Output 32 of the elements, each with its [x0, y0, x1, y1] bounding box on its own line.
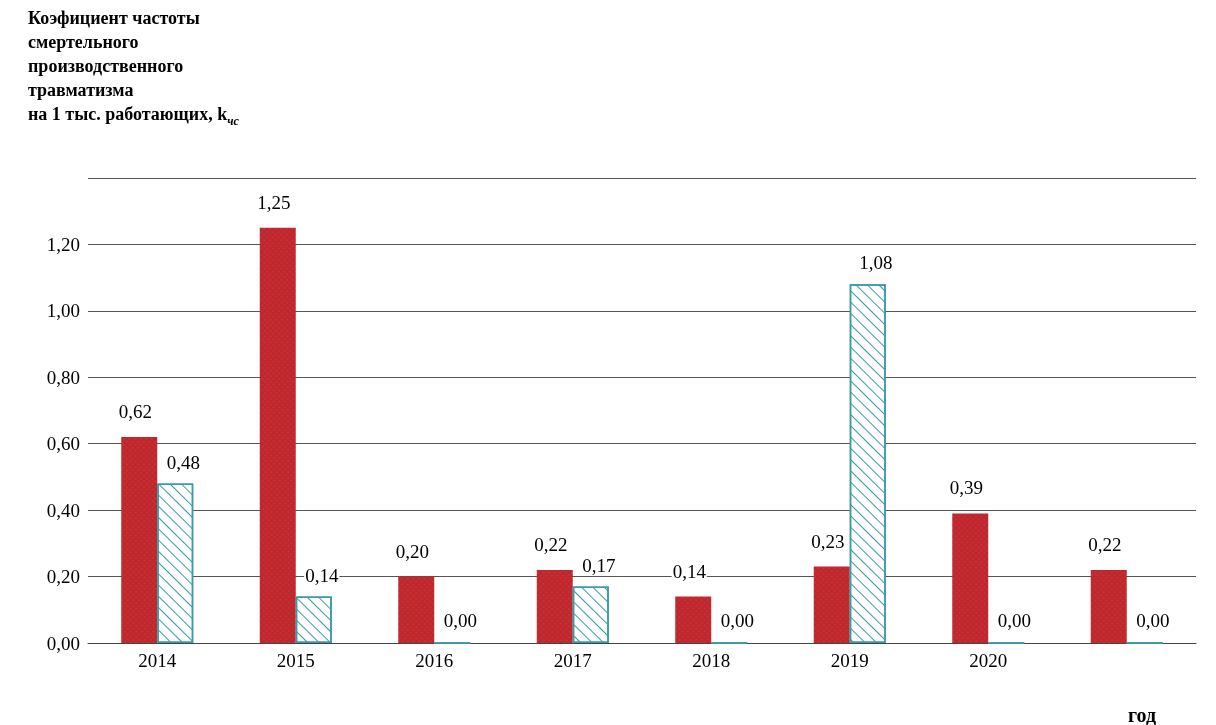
- data-label: 0,00: [997, 610, 1031, 632]
- y-tick-label: 0,40: [46, 499, 80, 521]
- y-tick-label: 1,00: [46, 300, 80, 322]
- data-label: 0,39: [949, 477, 983, 499]
- data-label: 0,62: [118, 401, 152, 423]
- data-label: 0,14: [305, 564, 339, 586]
- x-axis-title: год: [1127, 704, 1156, 725]
- data-label: 0,23: [811, 530, 845, 552]
- data-label: 0,00: [720, 610, 754, 632]
- data-label: 0,14: [672, 560, 707, 582]
- x-tick-label: 2018: [692, 650, 731, 671]
- x-tick-label: 2020: [969, 650, 1008, 671]
- data-label: 0,22: [534, 533, 568, 555]
- data-label: 1,25: [257, 191, 291, 213]
- x-tick-label: 2017: [553, 650, 592, 671]
- x-tick-label: 2014: [138, 650, 177, 671]
- data-label: 0,20: [395, 540, 429, 562]
- data-label: 0,00: [1136, 610, 1170, 632]
- x-tick-label: 2019: [830, 650, 869, 671]
- y-tick-label: 0,80: [46, 366, 80, 388]
- data-label: 0,00: [443, 610, 477, 632]
- y-axis-title: Коэфициент частоты смертельного производственного травматизма на 1 тыс. работающих, k$_{чс}$: [28, 7, 239, 130]
- y-tick-label: 0,60: [46, 433, 80, 455]
- data-label: 0,17: [582, 554, 616, 576]
- x-tick-label: 2015: [276, 650, 315, 671]
- data-label: 0,22: [1088, 533, 1122, 555]
- y-tick-label: 0,20: [46, 566, 80, 588]
- x-tick-label: 2016: [415, 650, 454, 671]
- data-label: 0,48: [166, 451, 200, 473]
- data-label: 1,08: [859, 252, 893, 274]
- y-tick-label: 0,00: [46, 632, 80, 654]
- y-tick-label: 1,20: [46, 233, 80, 255]
